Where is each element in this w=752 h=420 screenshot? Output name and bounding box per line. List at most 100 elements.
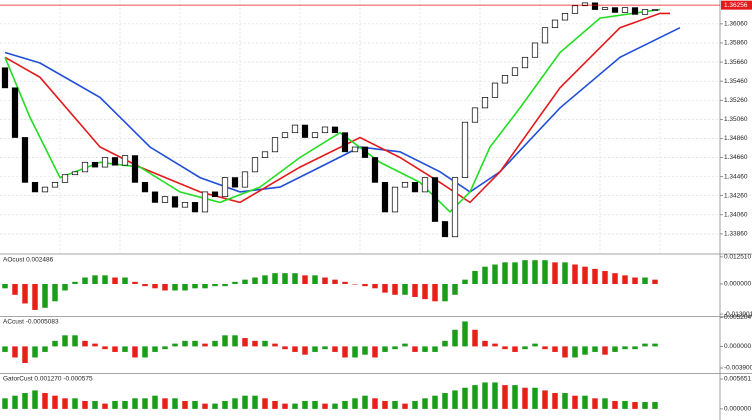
candle-body (21, 137, 29, 183)
histogram-bar (562, 393, 568, 409)
histogram-bar (522, 387, 528, 409)
histogram-bar (62, 335, 68, 347)
histogram-bar (392, 283, 398, 295)
histogram-bar (572, 346, 578, 358)
y-tick-label: 0.000000 (724, 281, 751, 288)
candle-body (421, 177, 429, 193)
candle-body (91, 161, 99, 168)
histogram-bar (362, 283, 368, 287)
y-tick-label: 0.0052047 (724, 314, 752, 321)
histogram-bar (522, 346, 528, 350)
histogram-bar (322, 403, 328, 409)
histogram-bar (52, 395, 58, 409)
histogram-bar (412, 346, 418, 352)
candle-body (381, 182, 389, 213)
histogram-bar (492, 343, 498, 347)
y-tick-label: 1.35260 (724, 97, 748, 104)
histogram-bar (362, 395, 368, 409)
histogram-bar (332, 279, 338, 284)
candle-body (301, 124, 309, 138)
histogram-bar (262, 275, 268, 284)
candle-body (201, 191, 209, 213)
histogram-bar (292, 403, 298, 409)
candle-body (281, 132, 289, 138)
histogram-bar (392, 346, 398, 350)
y-tick-label: 1.34860 (724, 135, 748, 142)
candle-body (121, 155, 129, 166)
histogram-bar (162, 398, 168, 409)
candle-body (271, 137, 279, 153)
candle-body (171, 196, 179, 208)
histogram-bar (452, 329, 458, 347)
histogram-bar (102, 403, 108, 409)
histogram-bar (12, 283, 18, 295)
histogram-bar (312, 346, 318, 352)
histogram-bar (652, 279, 658, 284)
y-tick-label: 0.012510 (724, 254, 751, 261)
candle-body (461, 121, 469, 178)
candle-body (641, 9, 649, 15)
histogram-bar (12, 346, 18, 358)
histogram-bar (132, 346, 138, 358)
histogram-bar (532, 387, 538, 409)
histogram-bar (432, 395, 438, 409)
histogram-bar (32, 283, 38, 310)
histogram-bar (632, 402, 638, 409)
histogram-bar (412, 283, 418, 297)
histogram-bar (112, 400, 118, 409)
histogram-bar (332, 403, 338, 409)
candle-body (631, 7, 639, 15)
histogram-bar (622, 346, 628, 350)
histogram-bar (152, 395, 158, 409)
histogram-bar (512, 262, 518, 284)
histogram-bar (52, 340, 58, 347)
candle-body (541, 27, 549, 44)
histogram-bar (622, 400, 628, 409)
histogram-bar (92, 275, 98, 284)
histogram-bar (122, 346, 128, 352)
histogram-bar (212, 340, 218, 347)
candle-body (601, 7, 609, 10)
histogram-bar (252, 340, 258, 347)
histogram-bar (612, 346, 618, 352)
histogram-bar (212, 403, 218, 409)
histogram-bar (192, 340, 198, 347)
histogram-bar (442, 393, 448, 409)
histogram-bar (312, 400, 318, 409)
candle-body (581, 2, 589, 7)
histogram-bar (592, 346, 598, 352)
histogram-bar (452, 283, 458, 295)
histogram-bar (142, 283, 148, 287)
histogram-bar (252, 395, 258, 409)
histogram-bar (302, 346, 308, 355)
y-tick-label: -0.0039008 (724, 365, 752, 372)
histogram-bar (422, 283, 428, 300)
candle-body (71, 171, 79, 176)
y-tick-label: 0.000000 (724, 406, 751, 413)
histogram-bar (22, 283, 28, 304)
histogram-bar (32, 390, 38, 409)
candle-body (161, 196, 169, 203)
histogram-bar (532, 343, 538, 347)
histogram-bar (2, 283, 8, 289)
histogram-bar (272, 400, 278, 409)
histogram-bar (302, 275, 308, 284)
histogram-bar (142, 346, 148, 358)
candle-body (331, 126, 339, 134)
histogram-bar (162, 283, 168, 291)
histogram-bar (602, 346, 608, 355)
histogram-bar (192, 283, 198, 289)
histogram-bar (122, 400, 128, 409)
histogram-bar (472, 271, 478, 284)
histogram-bar (12, 395, 18, 409)
histogram-bar (412, 400, 418, 409)
candle-body (351, 146, 359, 153)
candle-body (491, 82, 499, 98)
histogram-bar (112, 277, 118, 284)
histogram-bar (562, 346, 568, 358)
histogram-bar (332, 346, 338, 352)
histogram-bar (72, 281, 78, 284)
histogram-bar (272, 343, 278, 347)
candle-body (111, 157, 119, 166)
candle-body (261, 151, 269, 158)
